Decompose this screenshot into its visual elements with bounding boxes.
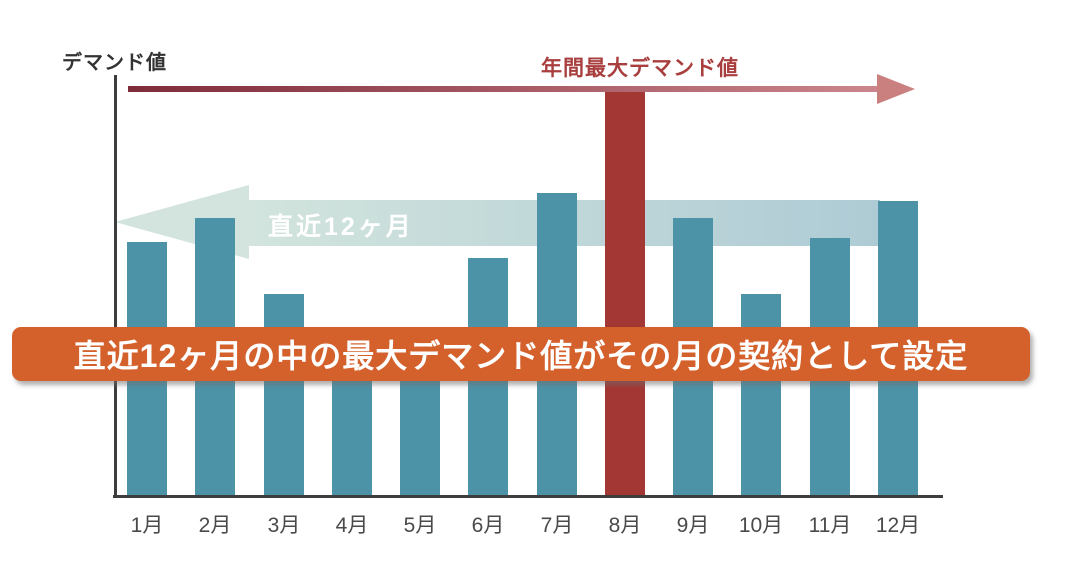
explanation-banner-text: 直近12ヶ月の中の最大デマンド値がその月の契約として設定 — [73, 338, 969, 374]
bar-10月 — [741, 294, 781, 497]
tick-label-11月: 11月 — [808, 514, 852, 537]
bar-3月 — [264, 294, 304, 497]
tick-label-1月: 1月 — [130, 514, 164, 537]
bar-8月 — [605, 92, 645, 497]
annual-max-arrow-line — [128, 86, 878, 92]
tick-label-4月: 4月 — [335, 514, 369, 537]
tick-label-12月: 12月 — [875, 514, 921, 537]
tick-label-6月: 6月 — [471, 514, 505, 537]
x-axis-line — [113, 495, 943, 498]
tick-label-3月: 3月 — [267, 514, 301, 537]
annual-max-label: 年間最大デマンド値 — [541, 57, 739, 80]
explanation-banner: 直近12ヶ月の中の最大デマンド値がその月の契約として設定 — [12, 327, 1030, 381]
tick-label-7月: 7月 — [540, 514, 574, 537]
tick-label-2月: 2月 — [198, 514, 232, 537]
tick-label-9月: 9月 — [676, 514, 710, 537]
tick-label-5月: 5月 — [403, 514, 437, 537]
y-axis-label: デマンド値 — [62, 52, 167, 74]
tick-label-10月: 10月 — [738, 514, 784, 537]
annual-max-arrowhead-icon — [877, 74, 915, 104]
tick-label-8月: 8月 — [608, 514, 642, 537]
recent-12-months-label: 直近12ヶ月 — [268, 213, 414, 241]
y-axis-line — [114, 75, 117, 498]
